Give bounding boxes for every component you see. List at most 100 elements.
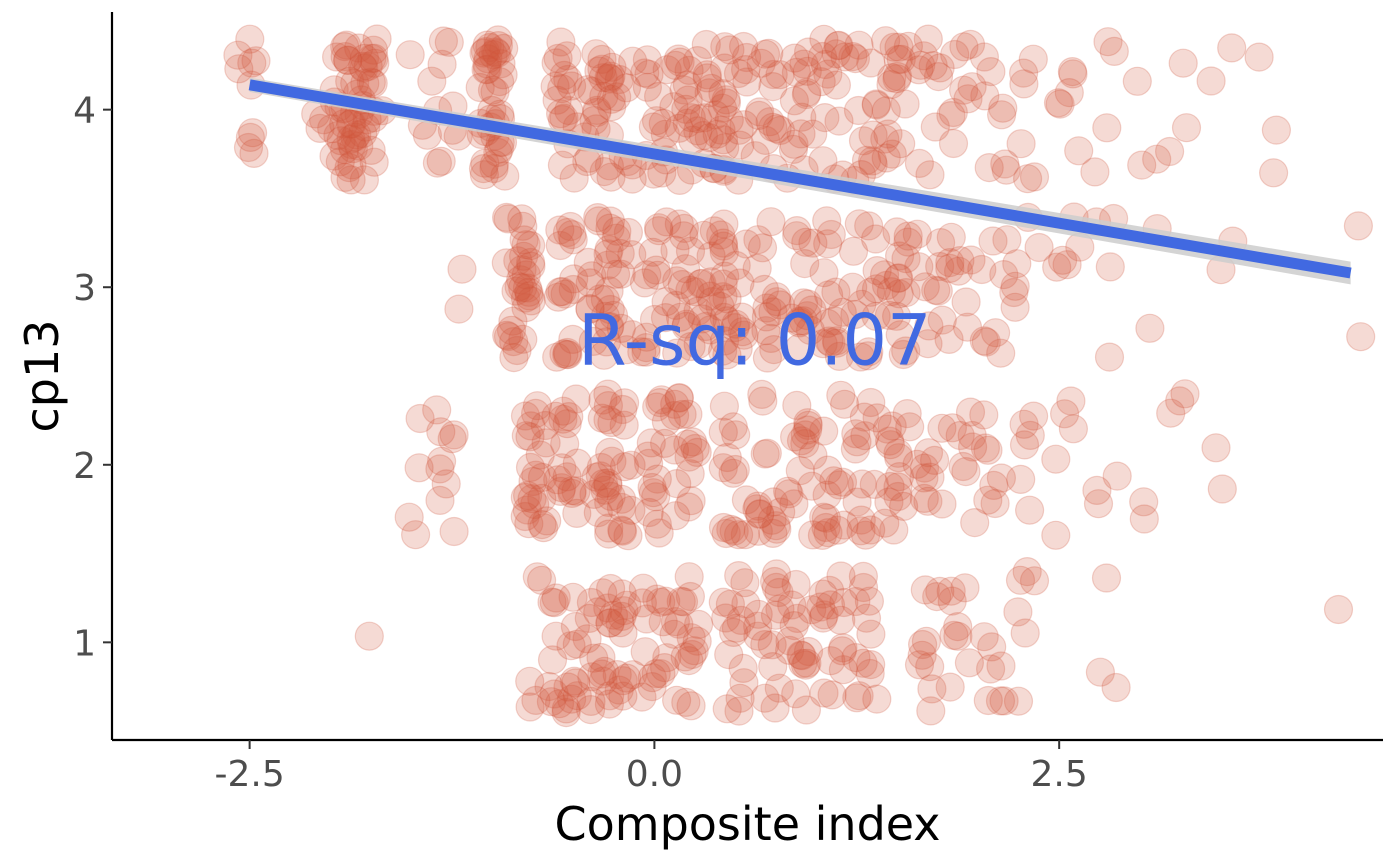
data-point-138 xyxy=(477,75,508,105)
data-point-452 xyxy=(646,587,676,617)
data-point-905 xyxy=(883,481,913,512)
data-point-270 xyxy=(558,324,588,354)
data-point-354 xyxy=(601,223,631,253)
data-point-142 xyxy=(499,327,529,357)
data-point-1000 xyxy=(980,488,1010,519)
data-point-695 xyxy=(792,77,822,108)
data-point-282 xyxy=(588,666,618,696)
data-point-372 xyxy=(595,573,626,604)
data-point-607 xyxy=(723,58,754,89)
data-point-929 xyxy=(925,228,956,258)
data-point-156 xyxy=(512,273,543,303)
data-point-357 xyxy=(604,64,635,95)
data-point-249 xyxy=(559,163,589,193)
data-point-909 xyxy=(886,44,916,74)
data-point-331 xyxy=(584,56,614,86)
data-point-407 xyxy=(641,482,671,512)
data-point-163 xyxy=(508,324,538,354)
data-point-223 xyxy=(541,401,571,431)
data-point-206 xyxy=(550,279,580,309)
data-point-184 xyxy=(512,480,543,511)
data-point-860 xyxy=(840,299,870,330)
data-point-1079 xyxy=(1135,313,1165,343)
data-point-915 xyxy=(890,89,920,119)
data-point-114 xyxy=(482,38,512,69)
data-point-520 xyxy=(661,685,692,715)
data-point-447 xyxy=(649,428,680,458)
data-point-827 xyxy=(844,30,874,60)
data-point-740 xyxy=(784,308,815,338)
data-point-429 xyxy=(641,106,672,136)
data-point-188 xyxy=(527,462,558,492)
data-point-912 xyxy=(882,61,913,92)
data-point-332 xyxy=(584,206,614,236)
data-point-949 xyxy=(904,252,934,282)
data-point-416 xyxy=(631,604,662,634)
data-point-599 xyxy=(714,105,744,135)
data-point-572 xyxy=(691,29,721,60)
data-point-458 xyxy=(641,255,671,285)
data-point-538 xyxy=(710,32,740,62)
data-point-669 xyxy=(744,499,775,529)
data-point-1067 xyxy=(1085,657,1116,687)
data-point-990 xyxy=(955,397,986,427)
data-point-717 xyxy=(793,410,823,440)
data-point-428 xyxy=(642,584,672,614)
data-point-320 xyxy=(575,268,605,298)
data-point-640 xyxy=(756,323,786,353)
data-point-330 xyxy=(593,593,623,623)
data-point-465 xyxy=(669,75,699,105)
data-point-619 xyxy=(711,88,742,118)
data-point-380 xyxy=(607,579,637,609)
data-point-24 xyxy=(334,153,364,183)
data-point-625 xyxy=(711,518,741,549)
data-point-1075 xyxy=(1101,672,1131,703)
data-point-1008 xyxy=(973,485,1003,515)
data-point-628 xyxy=(709,209,739,239)
data-point-436 xyxy=(627,682,657,712)
data-point-275 xyxy=(587,44,617,75)
data-point-563 xyxy=(708,228,738,258)
data-point-892 xyxy=(881,301,912,331)
data-point-760 xyxy=(827,297,857,327)
data-point-277 xyxy=(593,379,623,409)
data-point-676 xyxy=(759,335,789,365)
data-point-1036 xyxy=(1008,58,1039,88)
data-point-498 xyxy=(664,209,694,239)
data-point-207 xyxy=(550,429,580,459)
data-point-960 xyxy=(949,32,979,62)
data-point-253 xyxy=(546,27,576,57)
data-point-800 xyxy=(821,277,851,307)
data-point-774 xyxy=(808,603,838,633)
data-point-788 xyxy=(812,206,842,236)
data-point-178 xyxy=(527,483,557,513)
data-point-283 xyxy=(577,76,607,106)
data-point-224 xyxy=(544,689,575,719)
data-point-497 xyxy=(683,116,713,146)
data-point-821 xyxy=(859,469,889,499)
data-point-165 xyxy=(508,273,538,303)
data-point-167 xyxy=(491,248,521,278)
data-point-839 xyxy=(856,48,886,78)
data-point-577 xyxy=(718,412,748,442)
data-point-238 xyxy=(549,339,579,369)
data-point-1051 xyxy=(1043,88,1074,118)
data-point-406 xyxy=(651,287,681,317)
data-point-948 xyxy=(923,61,954,92)
data-point-179 xyxy=(514,509,544,539)
data-point-351 xyxy=(607,515,637,545)
data-point-152 xyxy=(504,272,534,302)
data-point-314 xyxy=(576,587,607,618)
data-point-124 xyxy=(470,36,500,67)
data-point-643 xyxy=(746,48,776,78)
data-point-502 xyxy=(667,269,697,300)
data-point-942 xyxy=(919,445,950,475)
data-point-201 xyxy=(515,666,545,696)
data-point-871 xyxy=(883,263,914,293)
data-point-1037 xyxy=(1000,271,1030,301)
data-point-671 xyxy=(765,115,796,145)
data-point-685 xyxy=(758,487,789,517)
data-point-938 xyxy=(909,453,940,483)
data-point-870 xyxy=(876,69,906,100)
data-point-1093 xyxy=(1201,433,1231,463)
